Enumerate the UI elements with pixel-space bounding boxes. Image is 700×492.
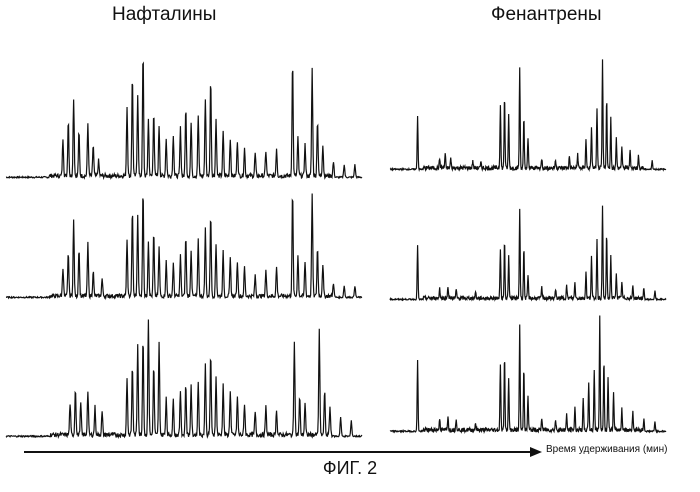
chromatogram-traces	[6, 59, 666, 437]
figure-label: ФИГ. 2	[0, 458, 700, 479]
chromatogram-trace-naphthalenes-3	[6, 319, 362, 437]
retention-time-axis-arrowhead	[530, 447, 542, 457]
chromatogram-trace-naphthalenes-2	[6, 194, 362, 298]
retention-time-axis	[24, 447, 542, 457]
chromatogram-trace-phenanthrenes-2	[390, 206, 666, 300]
retention-time-axis-label: Время удерживания (мин)	[546, 444, 667, 455]
chromatogram-trace-naphthalenes-1	[6, 63, 362, 178]
chromatogram-trace-phenanthrenes-3	[390, 316, 666, 433]
chromatogram-trace-phenanthrenes-1	[390, 59, 666, 170]
